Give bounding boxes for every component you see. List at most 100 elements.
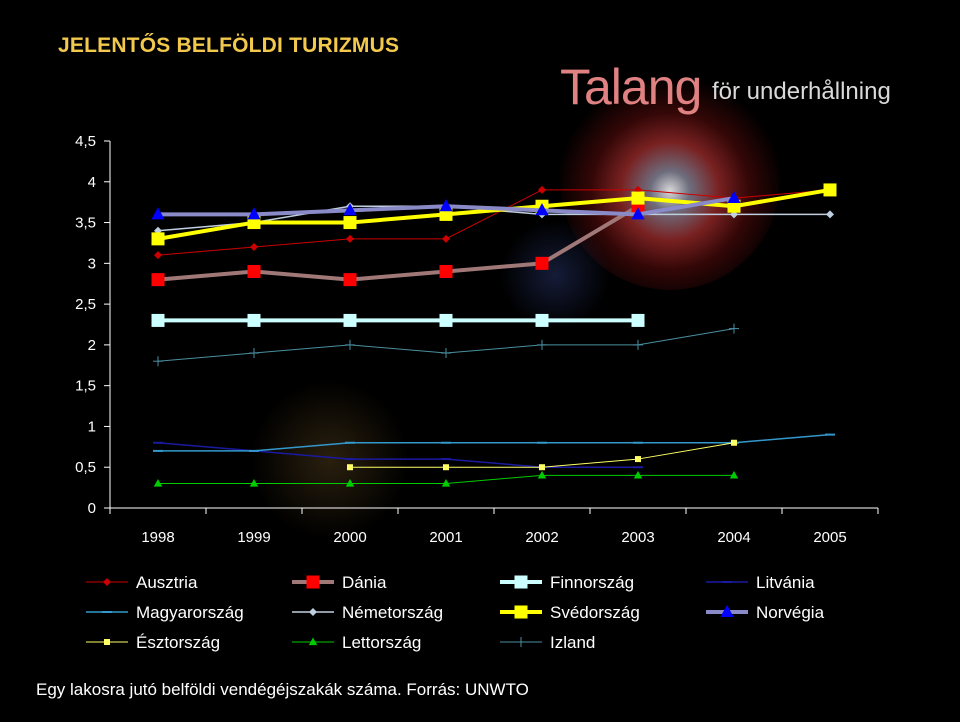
y-tick-label: 2,5 [75, 296, 96, 313]
x-tick-label: 2000 [333, 529, 366, 546]
legend-item: Magyarország [86, 603, 244, 622]
x-tick-label: 2004 [717, 529, 750, 546]
series-1-point [151, 273, 165, 287]
legend-item: Ausztria [86, 573, 198, 592]
series-9-point [441, 478, 451, 487]
brand-logo-subtitle: för underhållning [712, 78, 891, 105]
y-tick-label: 4 [88, 174, 96, 191]
legend-item: Svédország [500, 603, 640, 622]
x-tick-label: 2001 [429, 529, 462, 546]
series-6-point [343, 216, 357, 230]
x-tick-label: 2002 [525, 529, 558, 546]
series-9-point [537, 470, 547, 479]
series-2-point [247, 313, 261, 327]
legend-item: Németország [292, 603, 443, 622]
series-2-point [343, 313, 357, 327]
legend-label: Norvégia [756, 603, 825, 622]
series-7-point [631, 207, 645, 220]
series-8-point [731, 439, 737, 446]
series-4-line [158, 433, 831, 452]
series-7-point [343, 203, 357, 216]
legend-label: Finnország [550, 573, 634, 592]
series-8-line [350, 442, 735, 468]
series-1-point [247, 264, 261, 278]
series-6-point [151, 232, 165, 246]
y-tick-label: 3 [88, 255, 96, 272]
legend-swatch-marker [308, 637, 318, 646]
legend-label: Ausztria [136, 573, 198, 592]
y-tick-label: 2 [88, 337, 96, 354]
series-2-point [535, 313, 549, 327]
x-tick-label: 1998 [141, 529, 174, 546]
x-tick-label: 2003 [621, 529, 654, 546]
series-10-point [153, 356, 163, 367]
series-8-point [443, 464, 449, 471]
series-2-point [439, 313, 453, 327]
legend-swatch-marker [514, 605, 528, 619]
legend-item: Norvégia [706, 603, 825, 622]
series-7-point [535, 203, 549, 216]
series-7-point [439, 199, 453, 212]
y-tick-label: 3,5 [75, 215, 96, 232]
series-10-point [249, 348, 259, 359]
x-tick-label: 2005 [813, 529, 846, 546]
background-glow-secondary [250, 380, 410, 540]
legend-swatch-marker [514, 575, 528, 589]
legend-label: Dánia [342, 573, 387, 592]
series-8-point [347, 464, 353, 471]
legend-swatch-marker [309, 608, 317, 616]
series-10-point [345, 339, 355, 350]
series-10-point [633, 339, 643, 350]
series-0-point [442, 234, 450, 243]
series-2-point [631, 313, 645, 327]
legend-item: Izland [500, 633, 595, 652]
page-title: JELENTŐS BELFÖLDI TURIZMUS [58, 34, 400, 57]
background-glow [560, 70, 780, 290]
y-tick-label: 0 [88, 500, 96, 517]
series-9-point [729, 470, 739, 479]
series-9-point [633, 470, 643, 479]
series-10-point [729, 323, 739, 334]
series-9-point [249, 478, 259, 487]
series-2-point [151, 313, 165, 327]
series-6-line [157, 187, 831, 241]
series-0-point [538, 185, 546, 194]
series-1-point [535, 256, 549, 270]
legend-swatch-marker [104, 639, 110, 645]
legend-swatch-marker [516, 637, 526, 647]
legend-item: Litvánia [706, 573, 815, 592]
legend-item: Lettország [292, 633, 421, 652]
series-6-point [631, 191, 645, 205]
series-5-point [826, 210, 834, 219]
background-glow-tertiary [500, 220, 610, 330]
series-0-line [157, 189, 831, 256]
series-3-line [157, 442, 638, 468]
legend-label: Svédország [550, 603, 640, 622]
legend-label: Izland [550, 633, 595, 652]
series-6-point [823, 183, 837, 197]
legend-swatch-marker [720, 604, 734, 617]
series-0-point [250, 243, 258, 252]
chart-caption: Egy lakosra jutó belföldi vendégéjszakák… [36, 680, 529, 699]
series-9-point [345, 478, 355, 487]
series-1-point [439, 264, 453, 278]
series-7-point [727, 190, 741, 204]
legend-item: Dánia [292, 573, 387, 592]
series-9-point [153, 478, 163, 487]
series-7-point [247, 207, 261, 220]
y-tick-label: 4,5 [75, 133, 96, 150]
brand-logo-text: Talang [560, 59, 702, 115]
legend-label: Magyarország [136, 603, 244, 622]
series-7-point [151, 207, 165, 220]
y-tick-label: 1 [88, 418, 96, 435]
legend-label: Észtország [136, 633, 220, 652]
series-10-point [537, 339, 547, 350]
legend-label: Lettország [342, 633, 421, 652]
legend-item: Finnország [500, 573, 634, 592]
x-tick-label: 1999 [237, 529, 270, 546]
series-0-point [154, 251, 162, 260]
series-8-point [635, 456, 641, 463]
legend-item: Észtország [86, 633, 220, 652]
y-tick-label: 0,5 [75, 459, 96, 476]
